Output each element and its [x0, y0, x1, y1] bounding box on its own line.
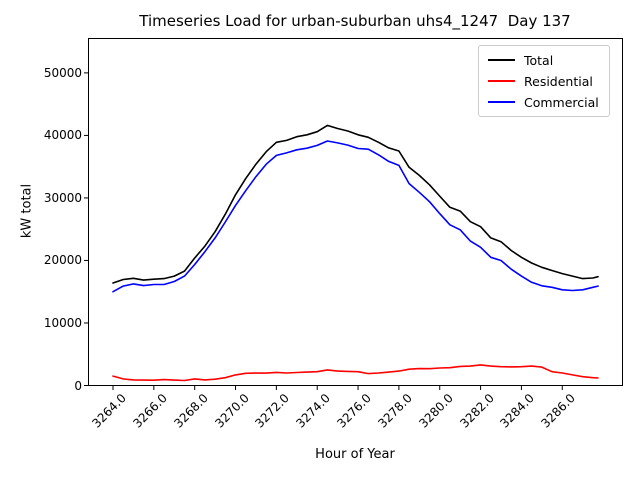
- chart-title: Timeseries Load for urban-suburban uhs4_…: [139, 12, 571, 30]
- legend: Total Residential Commercial: [478, 45, 610, 117]
- legend-label-commercial: Commercial: [524, 94, 599, 110]
- axes-frame: [88, 38, 623, 386]
- y-tick-label: 50000: [43, 65, 82, 80]
- residential-line-swatch: [488, 80, 515, 82]
- x-axis-label: Hour of Year: [315, 447, 395, 462]
- total-line-swatch: [488, 59, 515, 61]
- legend-item-commercial: Commercial: [488, 93, 599, 111]
- series-line-total: [112, 124, 599, 284]
- series-line-commercial: [112, 140, 599, 293]
- series-line-residential: [112, 364, 599, 382]
- legend-label-residential: Residential: [524, 73, 593, 89]
- legend-label-total: Total: [524, 52, 554, 68]
- y-axis-label: kW total: [19, 183, 35, 239]
- y-tick-label: 30000: [43, 190, 82, 205]
- y-tick-label: 10000: [43, 315, 82, 330]
- legend-item-total: Total: [488, 51, 599, 69]
- y-tick-label: 0: [74, 378, 82, 393]
- commercial-line-swatch: [488, 101, 515, 103]
- y-tick-label: 20000: [43, 253, 82, 268]
- legend-item-residential: Residential: [488, 72, 599, 90]
- y-tick-label: 40000: [43, 128, 82, 143]
